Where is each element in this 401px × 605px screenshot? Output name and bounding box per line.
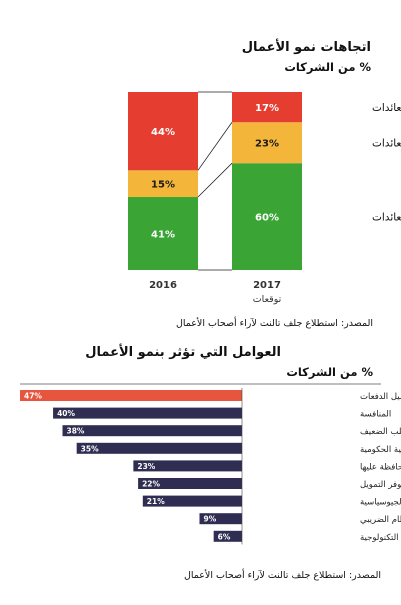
horizontal-bar-chart: 47% تحصيل الدفعات 40% المنافسة 38% الطلب الضع… — [20, 383, 401, 545]
category-label: 2017 — [253, 280, 281, 291]
category-label: ضريبة القيمة المضافة / النظام الضريبي — [360, 515, 401, 525]
data-label: 15% — [151, 180, 175, 191]
chart2-source: المصدر: استطلاع جلف تالنت لآراء أصحاب ال… — [183, 570, 381, 581]
data-label: 44% — [151, 127, 175, 138]
stacked-bar-chart: 41% 15% 44% 2016 60% 23% 17% 2017 توقعات نمو العا… — [128, 91, 401, 305]
data-label: 60% — [255, 213, 279, 224]
category-label: اجتذاب الكوادر والمحافظة عليها — [360, 462, 401, 472]
bar — [20, 390, 242, 401]
data-label: 9% — [203, 515, 216, 524]
data-label: 23% — [137, 462, 155, 471]
category-label: الطلب الضعيف — [360, 427, 401, 437]
bar — [138, 478, 242, 489]
bar-segment — [128, 92, 198, 171]
chart2-title: العوامل التي تؤثر بنمو الأعمال — [85, 345, 281, 360]
data-label: 41% — [151, 230, 175, 241]
connector-line — [197, 162, 233, 198]
bar-segment — [232, 163, 302, 270]
bar — [142, 495, 242, 507]
legend-label: استقرار العائدات — [372, 138, 401, 150]
category-label: التحولات التكنولوجية — [360, 533, 401, 543]
category-label: اللوائح التنظيمية الحكومية — [360, 445, 401, 455]
chart2-subtitle: % من الشركات — [286, 365, 373, 379]
category-label: تحصيل الدفعات — [360, 392, 401, 402]
data-label: 23% — [255, 139, 279, 150]
legend-label: نمو العائدات — [372, 212, 401, 224]
chart1-title: اتجاهات نمو الأعمال — [241, 40, 371, 55]
bar-segment — [232, 92, 302, 123]
bar — [133, 460, 242, 472]
category-sublabel: توقعات — [253, 294, 282, 305]
bar-segment — [128, 170, 198, 198]
category-label: 2016 — [149, 280, 177, 291]
connector-line — [197, 122, 233, 171]
data-label: 47% — [24, 392, 42, 401]
bar-segment — [232, 122, 302, 164]
legend-label: انخفاض العائدات — [372, 102, 401, 114]
data-label: 17% — [255, 103, 279, 114]
data-label: 21% — [147, 497, 165, 506]
data-label: 38% — [67, 427, 85, 436]
bar — [213, 530, 242, 542]
data-label: 40% — [57, 409, 75, 418]
category-label: المنافسة — [360, 410, 391, 420]
category-label: توفر التمويل — [360, 480, 401, 490]
data-label: 6% — [218, 532, 231, 541]
chart1-subtitle: % من الشركات — [284, 60, 371, 74]
data-label: 35% — [81, 444, 99, 453]
bar-segment — [128, 197, 198, 270]
bar — [199, 513, 242, 525]
bar — [76, 442, 243, 454]
category-label: التوترات الجيوسياسية — [360, 498, 401, 508]
chart1-source: المصدر: استطلاع جلف تالنت لآراء أصحاب ال… — [175, 318, 373, 329]
bar — [53, 407, 243, 419]
data-label: 22% — [142, 480, 160, 489]
bar — [62, 425, 243, 437]
